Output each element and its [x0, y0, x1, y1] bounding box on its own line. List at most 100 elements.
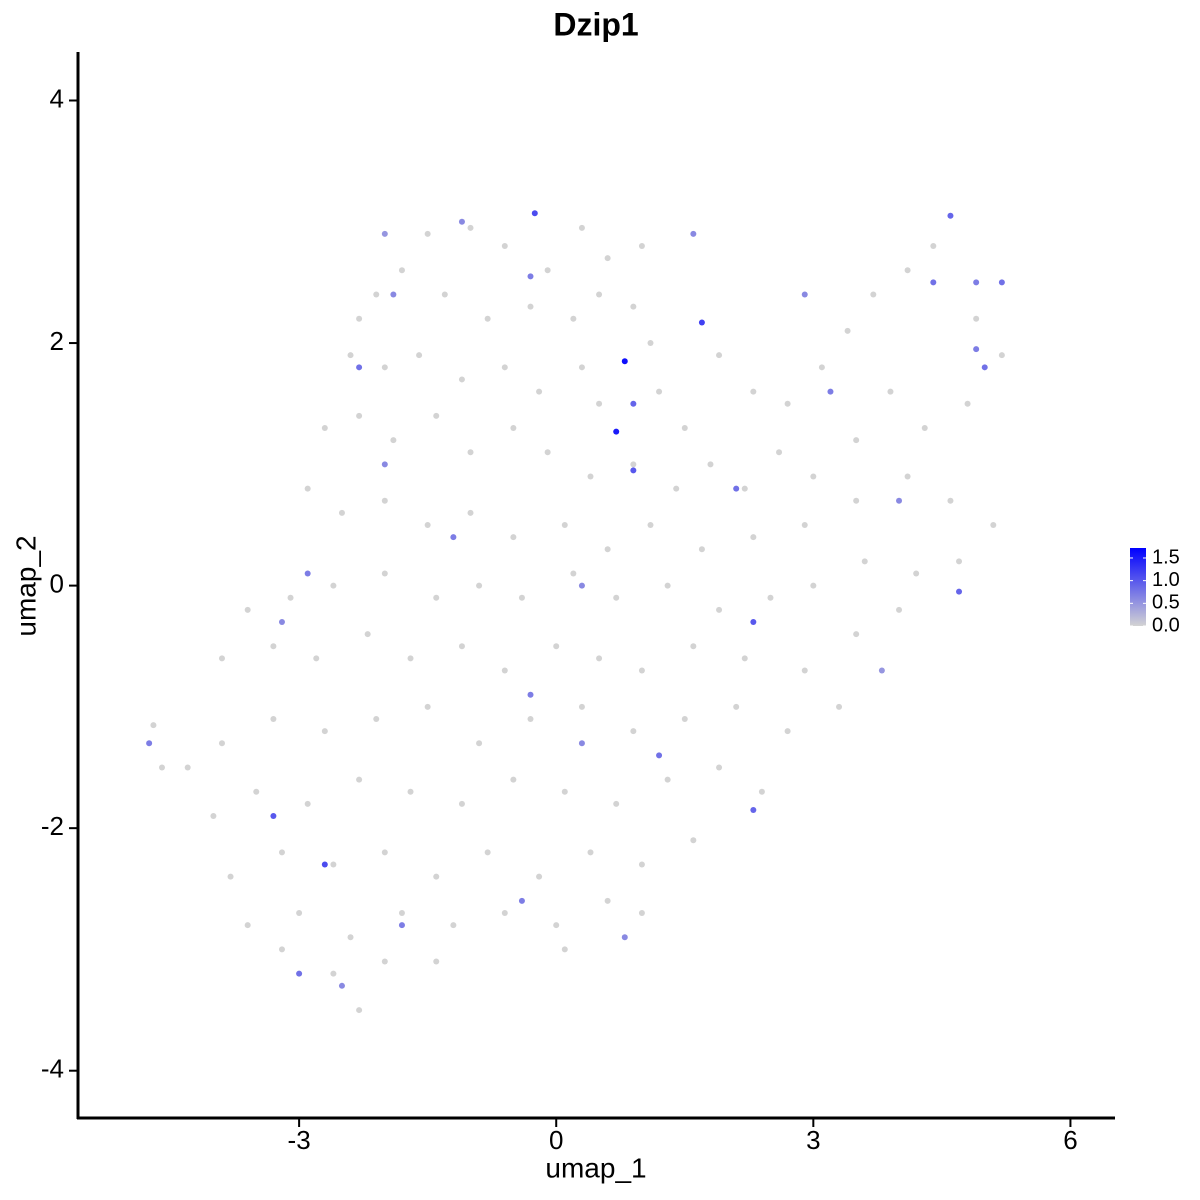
- point: [964, 400, 971, 407]
- point: [578, 224, 585, 231]
- point: [424, 521, 431, 528]
- point: [150, 722, 157, 729]
- point: [561, 521, 568, 528]
- point: [433, 958, 440, 965]
- point: [604, 255, 611, 262]
- point: [947, 212, 954, 219]
- color-tick-label: 1.0: [1152, 569, 1180, 591]
- point: [784, 728, 791, 735]
- x-axis-title: umap_1: [545, 1152, 646, 1183]
- point: [596, 655, 603, 662]
- point: [278, 849, 285, 856]
- point: [458, 376, 465, 383]
- point: [501, 364, 508, 371]
- point: [373, 716, 380, 723]
- point: [767, 594, 774, 601]
- point: [338, 982, 345, 989]
- point: [347, 934, 354, 941]
- point: [921, 424, 928, 431]
- point: [467, 449, 474, 456]
- point: [356, 776, 363, 783]
- point: [578, 703, 585, 710]
- point: [596, 400, 603, 407]
- point: [476, 582, 483, 589]
- point: [433, 594, 440, 601]
- point: [347, 352, 354, 359]
- point: [578, 740, 585, 747]
- point: [810, 473, 817, 480]
- x-tick-label: 3: [806, 1125, 820, 1155]
- point: [158, 764, 165, 771]
- x-tick-label: -3: [288, 1125, 311, 1155]
- point: [690, 230, 697, 237]
- point: [433, 873, 440, 880]
- point: [784, 400, 791, 407]
- point: [741, 655, 748, 662]
- point: [716, 606, 723, 613]
- point: [750, 806, 757, 813]
- point: [381, 570, 388, 577]
- point: [527, 303, 534, 310]
- color-tick-label: 0.5: [1152, 592, 1180, 614]
- point: [467, 224, 474, 231]
- point: [570, 315, 577, 322]
- point: [304, 485, 311, 492]
- point: [801, 291, 808, 298]
- point: [458, 800, 465, 807]
- point: [296, 910, 303, 917]
- point: [450, 534, 457, 541]
- point: [218, 655, 225, 662]
- point: [604, 897, 611, 904]
- point: [330, 861, 337, 868]
- point: [330, 970, 337, 977]
- point: [716, 352, 723, 359]
- point: [630, 467, 637, 474]
- point: [561, 788, 568, 795]
- point: [758, 788, 765, 795]
- point: [304, 800, 311, 807]
- point: [904, 267, 911, 274]
- point: [424, 230, 431, 237]
- point: [210, 813, 217, 820]
- point: [356, 315, 363, 322]
- point: [278, 618, 285, 625]
- y-tick-label: -2: [41, 811, 64, 841]
- point: [510, 424, 517, 431]
- color-tick-label: 1.5: [1152, 546, 1180, 568]
- point: [638, 861, 645, 868]
- point: [870, 291, 877, 298]
- color-bar: [1130, 548, 1146, 626]
- point: [278, 946, 285, 953]
- point: [407, 788, 414, 795]
- point: [321, 728, 328, 735]
- point: [836, 703, 843, 710]
- point: [638, 243, 645, 250]
- point: [810, 582, 817, 589]
- point: [458, 643, 465, 650]
- point: [681, 424, 688, 431]
- point: [878, 667, 885, 674]
- chart-title: Dzip1: [553, 6, 638, 42]
- point: [750, 618, 757, 625]
- point: [416, 352, 423, 359]
- point: [776, 449, 783, 456]
- point: [596, 291, 603, 298]
- point: [390, 291, 397, 298]
- point: [578, 364, 585, 371]
- point: [476, 740, 483, 747]
- point: [913, 570, 920, 577]
- point: [733, 485, 740, 492]
- point: [553, 643, 560, 650]
- point: [656, 388, 663, 395]
- point: [227, 873, 234, 880]
- point: [853, 631, 860, 638]
- point: [390, 437, 397, 444]
- point: [510, 534, 517, 541]
- point: [184, 764, 191, 771]
- point: [398, 910, 405, 917]
- point: [947, 497, 954, 504]
- point: [647, 521, 654, 528]
- point: [630, 728, 637, 735]
- point: [253, 788, 260, 795]
